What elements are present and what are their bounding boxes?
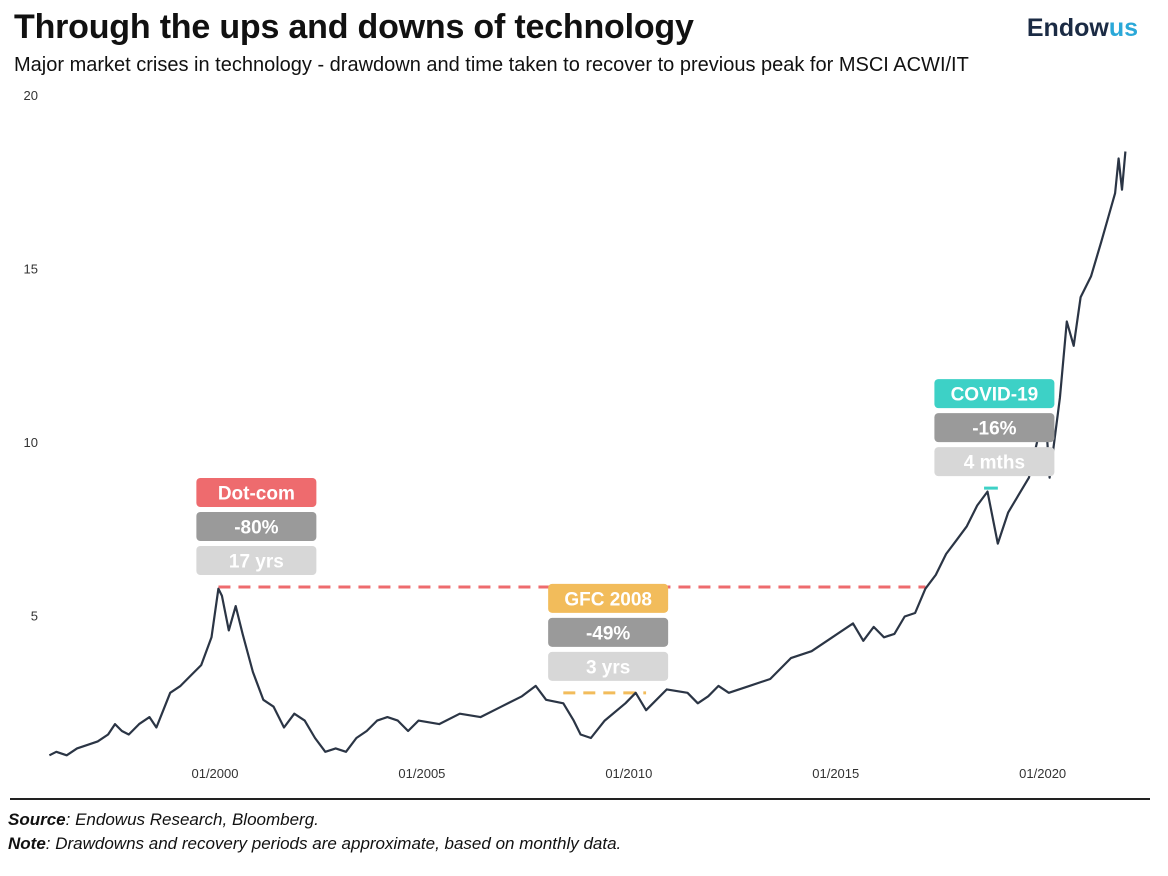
y-tick-label: 15 [24,262,38,277]
crisis-drawdown-box [934,413,1055,443]
crisis-recovery-label: 3 yrs [586,657,630,678]
crisis-name-label: GFC 2008 [564,589,652,610]
x-tick-label: 01/2015 [812,766,859,781]
footer-divider [10,798,1150,800]
chart-area: 5 10 15 20 01/2000 01/2005 01/2010 01/2015 01/20… [24,88,1127,781]
y-tick-label: 20 [24,88,38,103]
brand-logo-main: Endow [1026,14,1109,42]
brand-logo: Endowus [1027,14,1138,43]
brand-logo-accent: us [1108,14,1138,42]
x-tick-label: 01/2010 [605,766,652,781]
crisis-name-box [934,379,1055,409]
y-tick-label: 5 [31,609,38,624]
crisis-name-label: Dot-com [218,484,295,505]
source-note: Source: Endowus Research, Bloomberg. [8,810,319,830]
crisis-name-box [548,583,669,613]
crisis-name-box [196,478,317,508]
crisis-drawdown-label: -80% [234,518,278,539]
crisis-drawdown-box [196,512,317,542]
method-note: Note: Drawdowns and recovery periods are… [8,834,621,854]
chart-subtitle: Major market crises in technology - draw… [14,54,969,76]
crisis-recovery-box [934,447,1055,477]
note-label: Note [8,834,46,853]
x-tick-label: 01/2005 [398,766,445,781]
source-text: : Endowus Research, Bloomberg. [65,810,319,829]
source-label: Source [8,810,66,829]
crisis-recovery-label: 17 yrs [229,552,284,573]
x-tick-label: 01/2000 [191,766,238,781]
series-line [48,151,1127,757]
note-text: : Drawdowns and recovery periods are app… [45,834,622,853]
crisis-recovery-box [196,546,317,576]
y-tick-label: 10 [24,435,38,450]
crisis-recovery-label: 4 mths [964,453,1025,474]
crisis-drawdown-box [548,617,669,647]
crisis-name-label: COVID-19 [951,385,1039,406]
crisis-drawdown-label: -49% [586,623,630,644]
chart-title: Through the ups and downs of technology [14,8,694,46]
crisis-drawdown-label: -16% [972,419,1016,440]
x-tick-label: 01/2020 [1019,766,1066,781]
crisis-recovery-box [548,651,669,681]
